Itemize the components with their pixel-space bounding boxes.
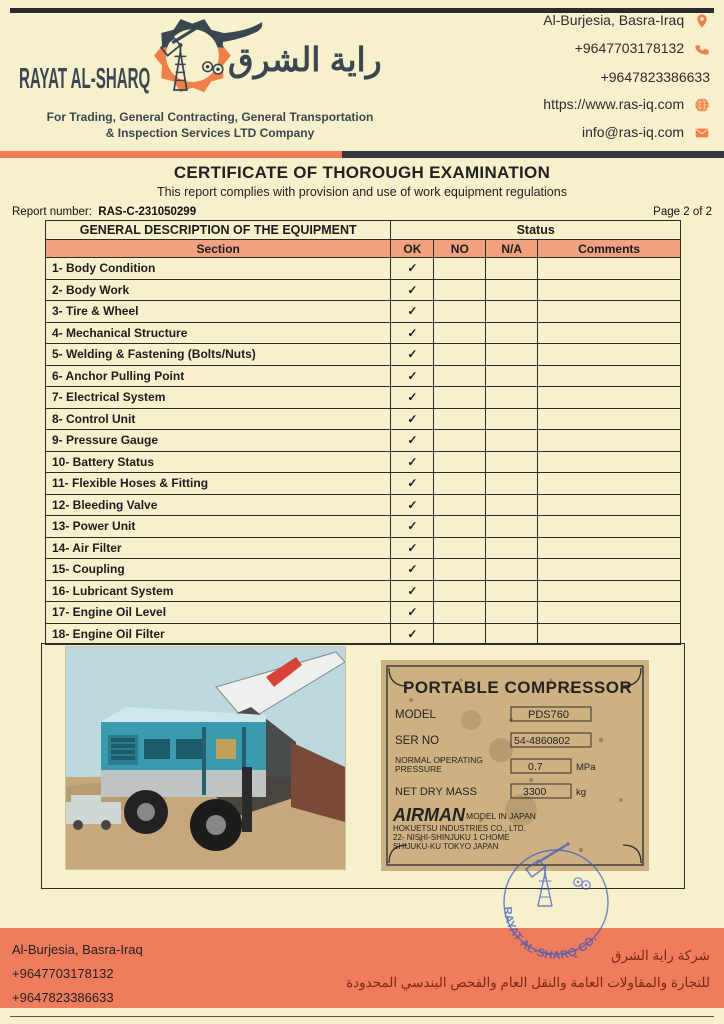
svg-text:PRESSURE: PRESSURE bbox=[395, 764, 442, 774]
svg-text:PDS760: PDS760 bbox=[528, 709, 569, 721]
svg-text:3300: 3300 bbox=[523, 786, 547, 798]
svg-text:MODEL: MODEL bbox=[395, 709, 437, 721]
svg-text:RAYAT AL-SHARQ CO.: RAYAT AL-SHARQ CO. bbox=[501, 906, 600, 962]
svg-text:AIRMAN: AIRMAN bbox=[392, 805, 466, 825]
svg-text:SHIJUKU-KU TOKYO JAPAN: SHIJUKU-KU TOKYO JAPAN bbox=[393, 842, 499, 851]
svg-text:MODEL IN JAPAN: MODEL IN JAPAN bbox=[466, 811, 536, 821]
svg-text:54-4860802: 54-4860802 bbox=[514, 735, 570, 747]
svg-text:MPa: MPa bbox=[576, 762, 596, 773]
svg-text:PORTABLE COMPRESSOR: PORTABLE COMPRESSOR bbox=[403, 678, 632, 697]
svg-text:NET DRY MASS: NET DRY MASS bbox=[395, 786, 477, 798]
svg-text:RAYAT AL-SHARQ: RAYAT AL-SHARQ bbox=[19, 62, 150, 95]
svg-text:SER NO: SER NO bbox=[395, 735, 439, 747]
svg-text:0.7: 0.7 bbox=[528, 761, 543, 773]
svg-text:kg: kg bbox=[576, 787, 586, 798]
